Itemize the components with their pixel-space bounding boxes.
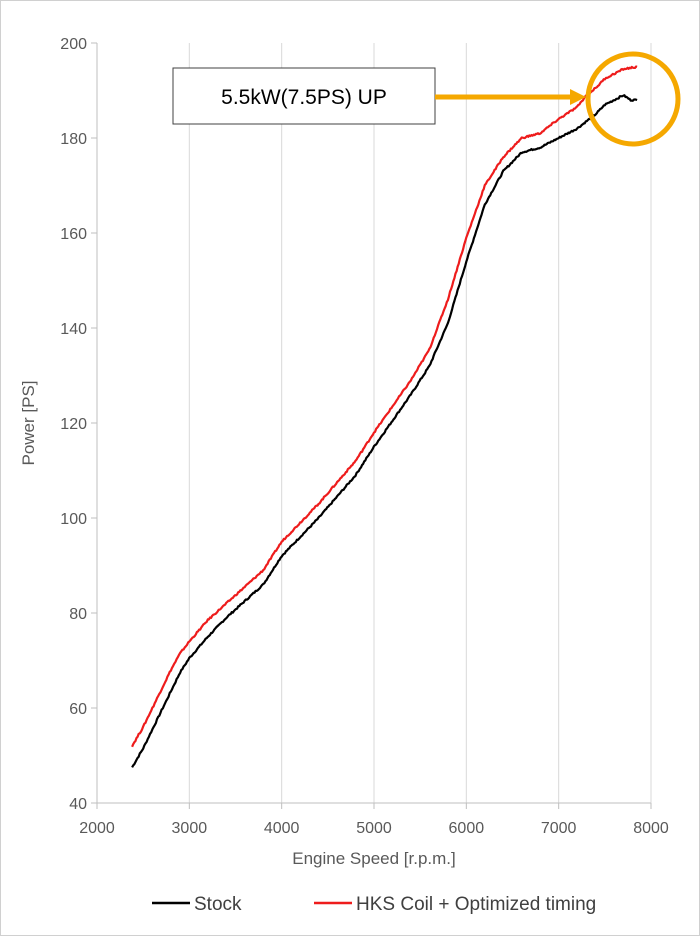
y-tick-label-80: 80 xyxy=(69,606,87,623)
annotation-box xyxy=(172,67,436,125)
x-tick-label-8000: 8000 xyxy=(633,820,669,837)
x-tick-label-6000: 6000 xyxy=(449,820,485,837)
y-tick-label-100: 100 xyxy=(60,511,87,528)
y-tick-labels: 40 60 80 100 120 140 160 180 200 xyxy=(60,36,87,813)
legend-label-stock: Stock xyxy=(194,894,242,915)
x-tick-labels: 2000 3000 4000 5000 6000 7000 8000 xyxy=(79,820,669,837)
x-tick-label-4000: 4000 xyxy=(264,820,300,837)
y-tick-label-140: 140 xyxy=(60,321,87,338)
series-lines xyxy=(131,65,638,768)
x-tick-label-2000: 2000 xyxy=(79,820,115,837)
highlight-circle xyxy=(585,51,681,147)
legend: Stock HKS Coil + Optimized timing xyxy=(152,894,596,915)
annotation-arrowhead xyxy=(570,89,586,105)
x-tick-label-3000: 3000 xyxy=(172,820,208,837)
y-tick-label-60: 60 xyxy=(69,701,87,718)
series-line-0 xyxy=(131,94,638,768)
y-tick-label-120: 120 xyxy=(60,416,87,433)
x-tick-label-5000: 5000 xyxy=(356,820,392,837)
y-axis-title: Power [PS] xyxy=(19,380,38,465)
x-tick-label-7000: 7000 xyxy=(541,820,577,837)
annotation-text: 5.5kW(7.5PS) UP xyxy=(221,86,387,109)
y-tick-label-40: 40 xyxy=(69,796,87,813)
grid-lines xyxy=(188,43,652,803)
series-line-1 xyxy=(131,65,638,748)
y-tick-label-180: 180 xyxy=(60,131,87,148)
axes xyxy=(91,42,652,809)
x-axis-title: Engine Speed [r.p.m.] xyxy=(292,849,456,868)
legend-label-hks: HKS Coil + Optimized timing xyxy=(356,894,596,915)
annotation: 5.5kW(7.5PS) UP xyxy=(172,51,681,147)
y-tick-label-200: 200 xyxy=(60,36,87,53)
y-tick-label-160: 160 xyxy=(60,226,87,243)
